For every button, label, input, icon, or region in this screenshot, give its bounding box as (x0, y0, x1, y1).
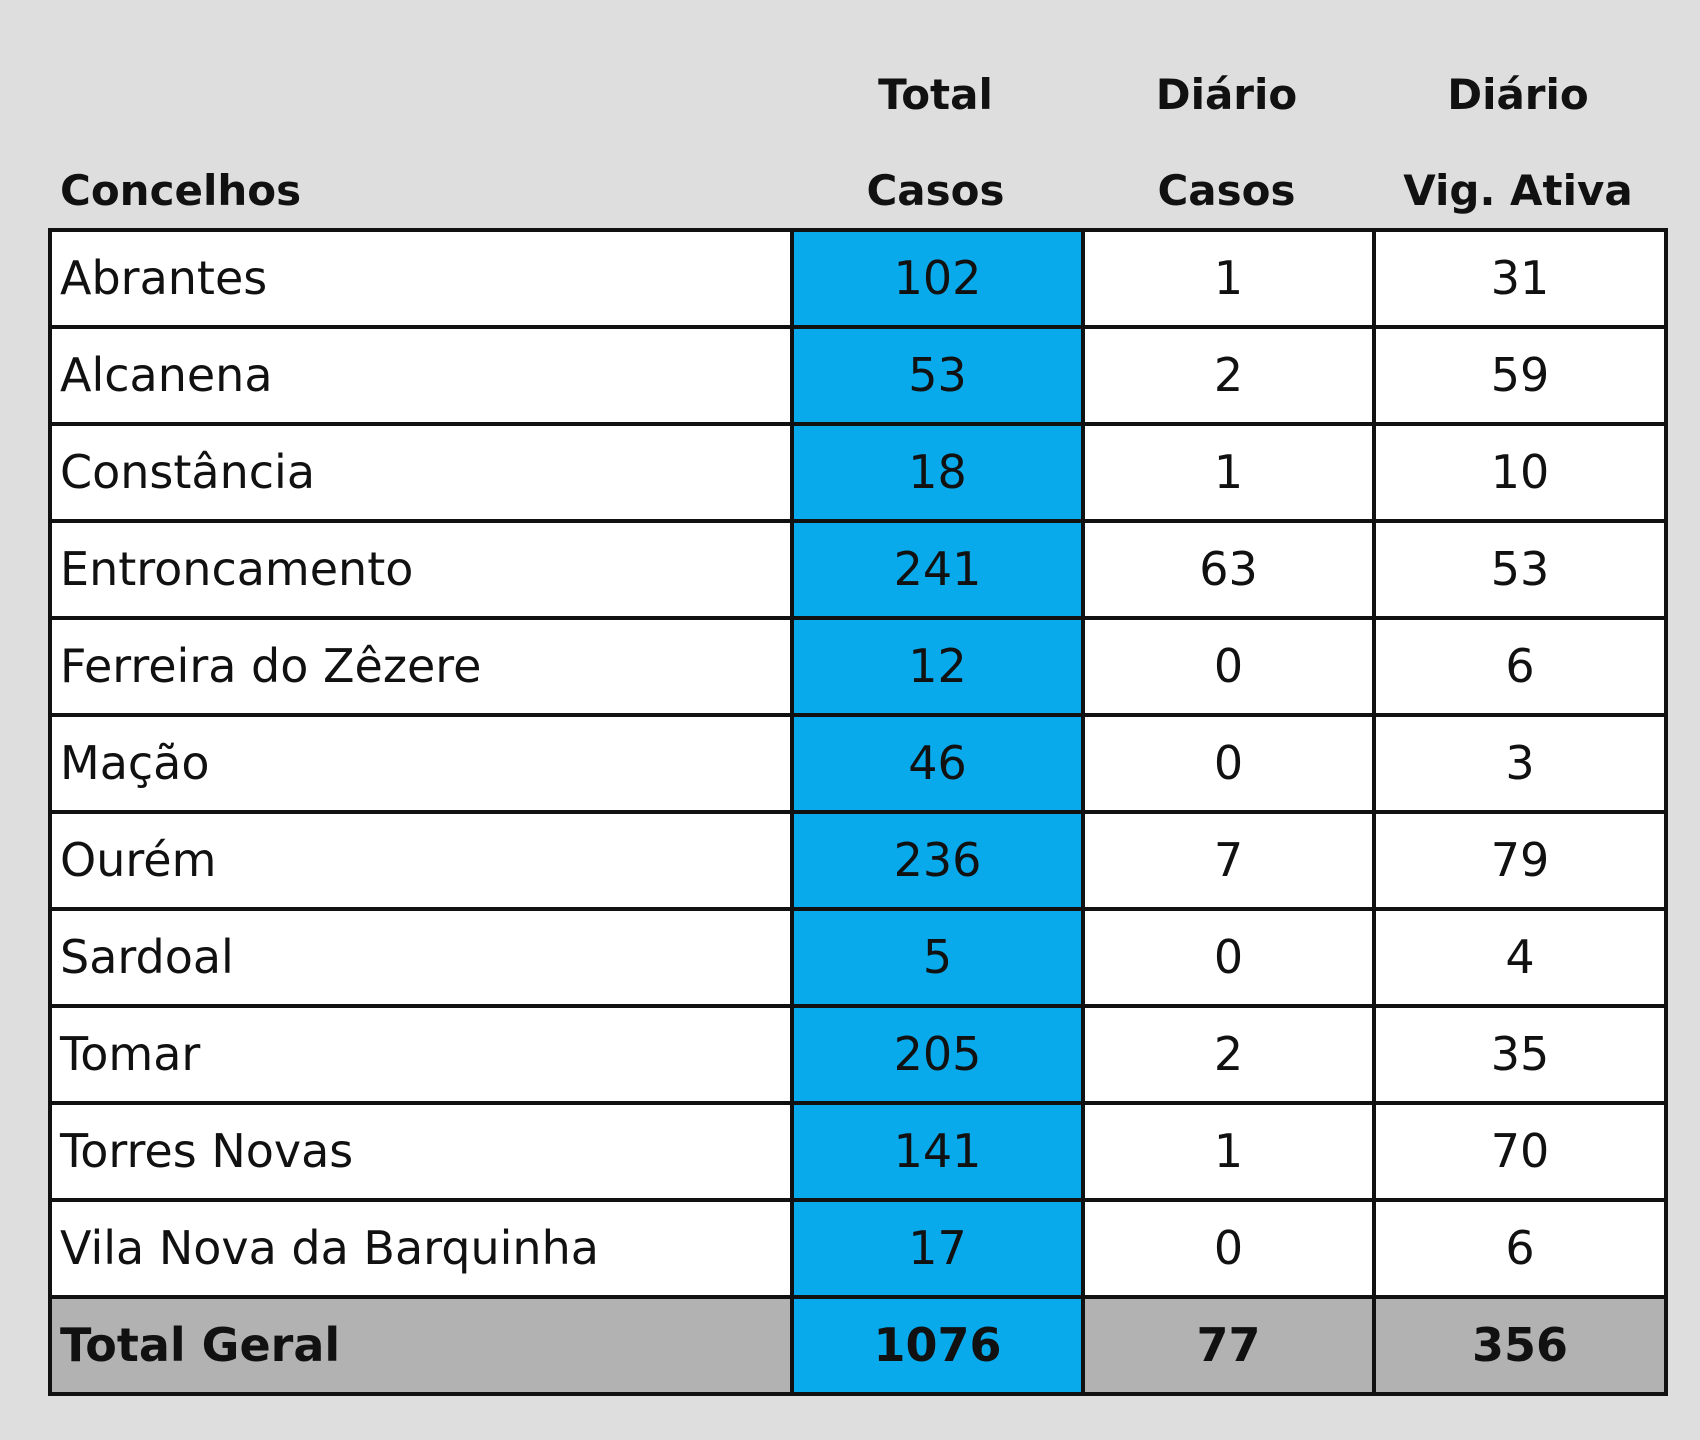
header-vig-line1: Diário (1447, 70, 1589, 119)
diario-casos-cell: 1 (1081, 422, 1376, 523)
diario-casos-cell: 7 (1081, 810, 1376, 911)
total-casos-cell: 53 (790, 325, 1085, 426)
total-casos-cell: 17 (790, 1198, 1085, 1299)
total-casos-cell: 46 (790, 713, 1085, 814)
concelho-name: Alcanena (48, 325, 794, 426)
vig-ativa-cell: 10 (1372, 422, 1668, 523)
vig-ativa-cell: 3 (1372, 713, 1668, 814)
total-casos-cell: 236 (790, 810, 1085, 911)
total-casos-cell: 205 (790, 1004, 1085, 1105)
data-table: Abrantes 102 1 31 Alcanena 53 2 59 Const… (48, 228, 1668, 1396)
diario-casos-cell: 2 (1081, 1004, 1376, 1105)
vig-ativa-cell: 70 (1372, 1101, 1668, 1202)
concelho-name: Torres Novas (48, 1101, 794, 1202)
diario-casos-cell: 1 (1081, 1101, 1376, 1202)
diario-casos-cell: 2 (1081, 325, 1376, 426)
total-casos-cell: 18 (790, 422, 1085, 523)
header-total-line1: Total (878, 70, 993, 119)
diario-casos-cell: 0 (1081, 616, 1376, 717)
concelho-name: Abrantes (48, 228, 794, 329)
table-row: Constância 18 1 10 (48, 422, 1668, 523)
diario-casos-cell: 0 (1081, 713, 1376, 814)
vig-ativa-cell: 79 (1372, 810, 1668, 911)
table-row: Ferreira do Zêzere 12 0 6 (48, 616, 1668, 717)
table-row: Torres Novas 141 1 70 (48, 1101, 1668, 1202)
vig-ativa-cell: 31 (1372, 228, 1668, 329)
concelho-name: Entroncamento (48, 519, 794, 620)
concelho-name: Constância (48, 422, 794, 523)
diario-casos-cell: 0 (1081, 1198, 1376, 1299)
table-row: Sardoal 5 0 4 (48, 907, 1668, 1008)
concelho-name: Ourém (48, 810, 794, 911)
vig-ativa-cell: 53 (1372, 519, 1668, 620)
diario-casos-cell: 1 (1081, 228, 1376, 329)
table-row: Tomar 205 2 35 (48, 1004, 1668, 1105)
total-casos-cell: 141 (790, 1101, 1085, 1202)
header-diario-line2: Casos (1157, 166, 1296, 215)
total-row: Total Geral 1076 77 356 (48, 1295, 1668, 1396)
vig-ativa-cell: 6 (1372, 616, 1668, 717)
table-row: Abrantes 102 1 31 (48, 228, 1668, 329)
total-geral-label: Total Geral (48, 1295, 794, 1396)
total-geral-vig: 356 (1372, 1295, 1668, 1396)
concelho-name: Ferreira do Zêzere (48, 616, 794, 717)
total-casos-cell: 102 (790, 228, 1085, 329)
header-concelhos: Concelhos (60, 166, 302, 215)
concelho-name: Sardoal (48, 907, 794, 1008)
total-casos-cell: 12 (790, 616, 1085, 717)
concelho-name: Mação (48, 713, 794, 814)
header-total-line2: Casos (866, 166, 1005, 215)
total-geral-diario: 77 (1081, 1295, 1376, 1396)
diario-casos-cell: 63 (1081, 519, 1376, 620)
vig-ativa-cell: 35 (1372, 1004, 1668, 1105)
table-row: Alcanena 53 2 59 (48, 325, 1668, 426)
vig-ativa-cell: 59 (1372, 325, 1668, 426)
total-casos-cell: 241 (790, 519, 1085, 620)
total-geral-casos: 1076 (790, 1295, 1085, 1396)
concelho-name: Vila Nova da Barquinha (48, 1198, 794, 1299)
table-row: Ourém 236 7 79 (48, 810, 1668, 911)
table-row: Vila Nova da Barquinha 17 0 6 (48, 1198, 1668, 1299)
diario-casos-cell: 0 (1081, 907, 1376, 1008)
header-vig-line2: Vig. Ativa (1403, 166, 1633, 215)
header-diario-line1: Diário (1155, 70, 1298, 119)
table-row: Mação 46 0 3 (48, 713, 1668, 814)
vig-ativa-cell: 4 (1372, 907, 1668, 1008)
total-casos-cell: 5 (790, 907, 1085, 1008)
table-header: Concelhos Total Casos Diário Casos Diári… (0, 0, 1700, 228)
concelho-name: Tomar (48, 1004, 794, 1105)
vig-ativa-cell: 6 (1372, 1198, 1668, 1299)
table-row: Entroncamento 241 63 53 (48, 519, 1668, 620)
